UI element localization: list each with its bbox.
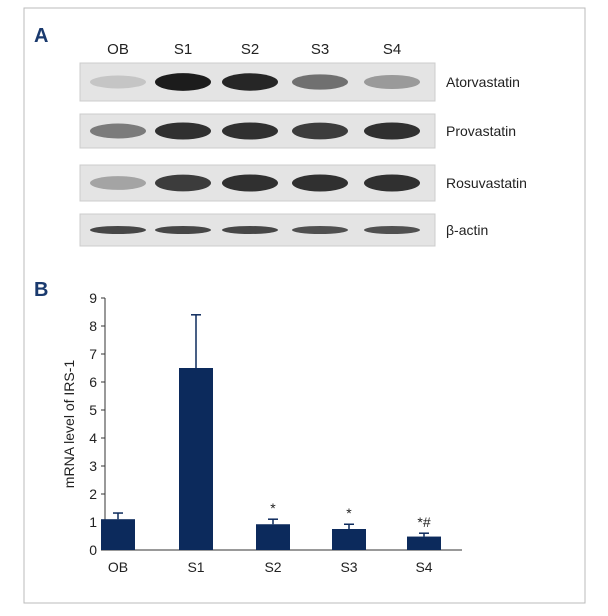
page: {"panel_a": {"label": "A", "lanes": ["OB…	[0, 0, 608, 616]
blot-band	[222, 174, 278, 191]
x-tick-label: S3	[340, 559, 357, 575]
bar	[256, 524, 290, 550]
blot-band	[364, 75, 420, 89]
bar	[332, 529, 366, 550]
blot-band	[292, 74, 348, 89]
y-tick-label: 3	[89, 458, 97, 474]
blot-band	[90, 124, 146, 139]
x-tick-label: S2	[264, 559, 281, 575]
blot-band	[155, 226, 211, 234]
blot-band	[155, 73, 211, 91]
y-tick-label: 4	[89, 430, 97, 446]
blot-band	[292, 226, 348, 234]
y-tick-label: 8	[89, 318, 97, 334]
lane-label: S4	[383, 41, 401, 58]
panel-label: B	[34, 279, 48, 301]
y-tick-label: 0	[89, 542, 97, 558]
lane-label: OB	[107, 41, 129, 58]
lane-label: S3	[311, 41, 329, 58]
x-tick-label: S4	[415, 559, 432, 575]
y-tick-label: 5	[89, 402, 97, 418]
blot-band	[364, 174, 420, 191]
y-tick-label: 1	[89, 514, 97, 530]
blot-band	[222, 122, 278, 139]
row-label: Rosuvastatin	[446, 175, 527, 191]
y-tick-label: 6	[89, 374, 97, 390]
blot-band	[90, 176, 146, 190]
blot-band	[292, 174, 348, 191]
blot-band	[90, 76, 146, 89]
blot-band	[155, 122, 211, 139]
blot-band	[155, 175, 211, 192]
y-tick-label: 9	[89, 290, 97, 306]
blot-band	[364, 122, 420, 139]
annotation: *	[346, 505, 352, 521]
y-tick-label: 2	[89, 486, 97, 502]
blot-band	[292, 123, 348, 140]
x-tick-label: OB	[108, 559, 128, 575]
panel-label: A	[34, 25, 48, 47]
bar	[101, 519, 135, 550]
annotation: *	[270, 500, 276, 516]
y-tick-label: 7	[89, 346, 97, 362]
bar	[407, 537, 441, 550]
row-label: β-actin	[446, 222, 488, 238]
blot-band	[222, 73, 278, 90]
lane-label: S2	[241, 41, 259, 58]
figure: A OB S1 S2 S3 S4 Atorvastatin Provastatin Rosuv…	[0, 0, 608, 611]
annotation: *#	[417, 514, 430, 530]
blot-band	[222, 226, 278, 234]
x-tick-label: S1	[187, 559, 204, 575]
blot-band	[364, 226, 420, 234]
y-axis-label: mRNA level of IRS-1	[61, 360, 77, 489]
lane-label: S1	[174, 41, 192, 58]
bar	[179, 368, 213, 550]
row-label: Atorvastatin	[446, 74, 520, 90]
row-label: Provastatin	[446, 123, 516, 139]
western-blot: OB S1 S2 S3 S4 Atorvastatin Provastatin Rosuvas…	[80, 41, 527, 246]
blot-band	[90, 226, 146, 234]
